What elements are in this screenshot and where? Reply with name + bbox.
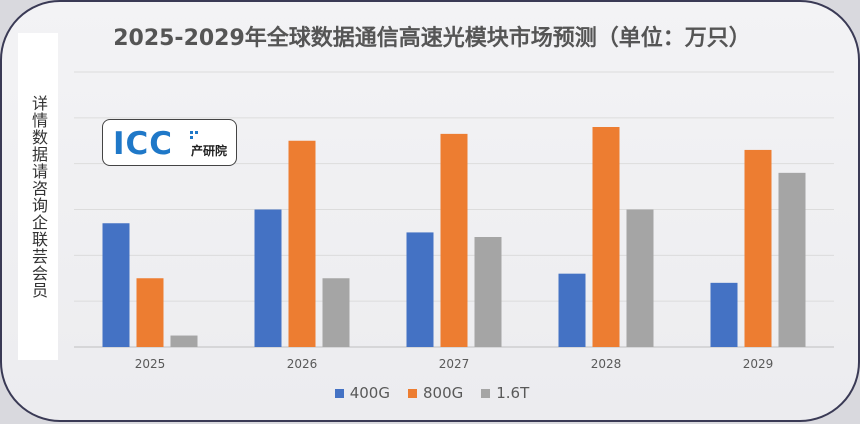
- legend-swatch: [481, 388, 491, 398]
- side-banner: 详情数据请咨询企联芸会员: [18, 33, 58, 360]
- x-tick-label: 2026: [287, 357, 318, 371]
- bar-800G-2027: [440, 133, 468, 347]
- x-axis-ticks: 2025 2026 2027 2028 2029: [135, 357, 774, 371]
- bar-800G-2025: [136, 278, 164, 347]
- x-tick-label: 2028: [591, 357, 622, 371]
- chart-title: 2025-2029年全球数据通信高速光模块市场预测（单位：万只）: [113, 26, 751, 51]
- side-banner-text: 详情数据请咨询企联芸会员: [29, 94, 48, 299]
- bars: [102, 127, 806, 347]
- bar-400G-2029: [710, 282, 738, 347]
- bar-1.6T-2027: [474, 237, 502, 347]
- bar-800G-2029: [744, 149, 772, 347]
- legend-item: 1.6T: [481, 384, 529, 402]
- bar-800G-2028: [592, 127, 620, 347]
- logo-subtext: 产研院: [191, 143, 227, 158]
- x-tick-label: 2029: [743, 357, 774, 371]
- bar-1.6T-2025: [170, 335, 198, 347]
- x-tick-label: 2027: [439, 357, 470, 371]
- bar-1.6T-2029: [778, 172, 806, 347]
- icc-logo: ICC 产研院: [102, 119, 237, 166]
- legend-label: 800G: [422, 384, 464, 402]
- bar-1.6T-2026: [322, 278, 350, 347]
- bar-1.6T-2028: [626, 209, 654, 347]
- icc-logo-mark: ICC 产研院: [113, 126, 227, 161]
- x-tick-label: 2025: [135, 357, 166, 371]
- legend-swatch: [407, 388, 417, 398]
- bar-400G-2027: [406, 232, 434, 347]
- bar-400G-2028: [558, 273, 586, 347]
- legend-label: 400G: [349, 384, 390, 402]
- bar-400G-2026: [254, 209, 282, 347]
- legend-item: 800G: [407, 384, 464, 402]
- logo-text: ICC: [113, 126, 173, 161]
- bar-800G-2026: [288, 140, 316, 347]
- legend: 400G 800G 1.6T: [2, 384, 860, 402]
- legend-item: 400G: [334, 384, 390, 402]
- legend-label: 1.6T: [496, 384, 530, 402]
- bar-400G-2025: [102, 223, 130, 347]
- legend-swatch: [334, 388, 344, 398]
